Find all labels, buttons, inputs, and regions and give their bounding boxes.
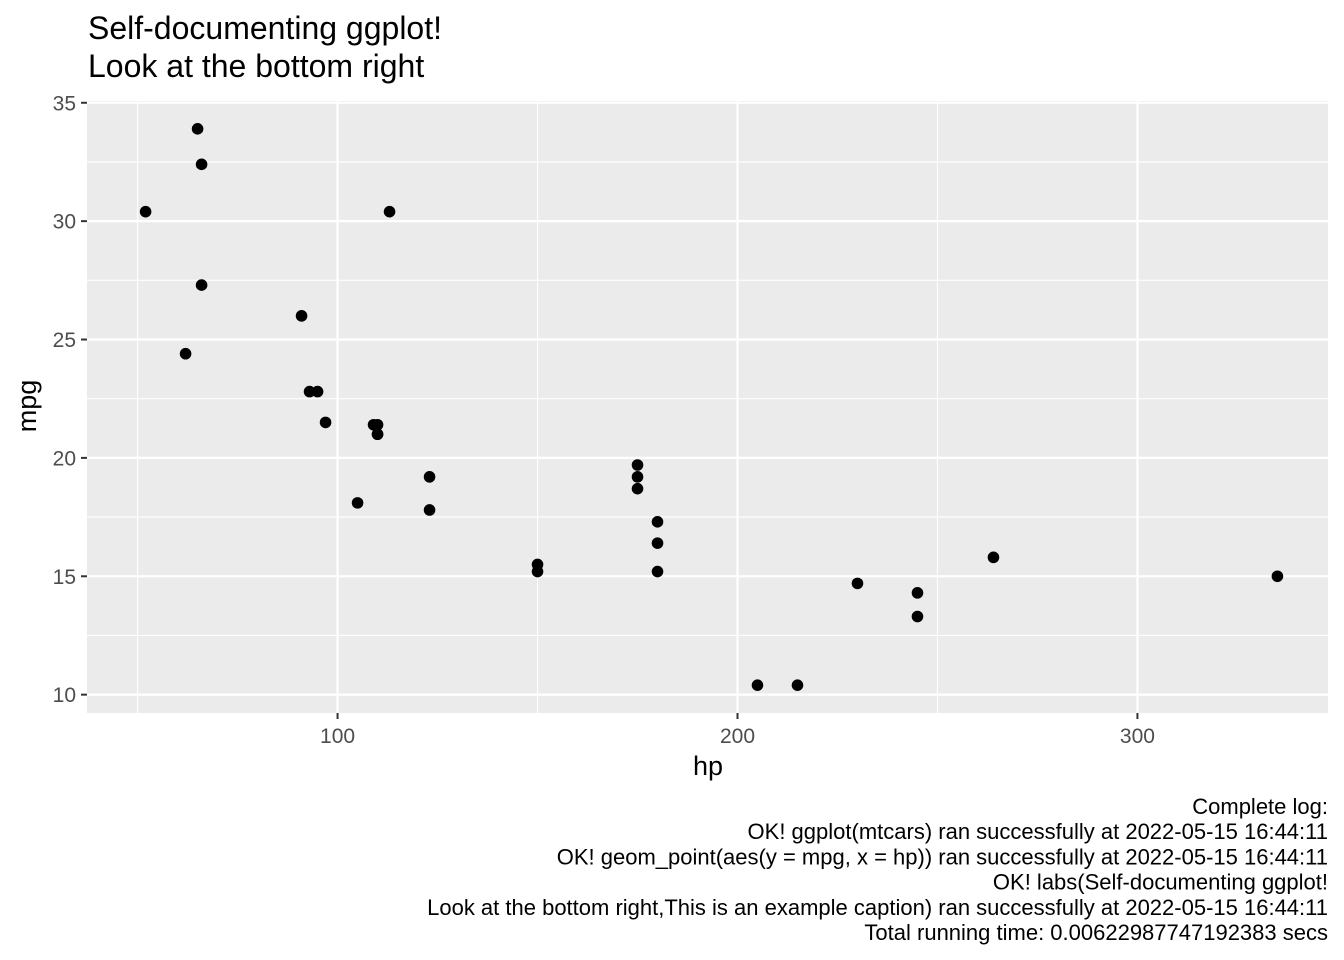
data-point bbox=[195, 158, 208, 171]
caption-line: Total running time: 0.00622987747192383 … bbox=[864, 920, 1328, 945]
data-point bbox=[651, 565, 664, 578]
data-point bbox=[191, 123, 204, 135]
data-point bbox=[351, 497, 364, 509]
y-tick-label: 15 bbox=[53, 566, 76, 589]
data-point bbox=[631, 459, 644, 471]
data-point bbox=[367, 418, 380, 431]
data-point bbox=[383, 205, 396, 218]
data-point bbox=[851, 577, 864, 590]
data-point bbox=[319, 416, 332, 429]
caption-line: OK! ggplot(mtcars) ran successfully at 2… bbox=[748, 819, 1328, 844]
data-point bbox=[195, 279, 208, 291]
data-point bbox=[295, 310, 308, 322]
caption-line: OK! labs(Self-documenting ggplot! bbox=[993, 870, 1328, 895]
data-point bbox=[911, 610, 924, 623]
y-axis-title: mpg bbox=[12, 380, 42, 433]
data-point bbox=[631, 482, 644, 495]
caption-line: OK! geom_point(aes(y = mpg, x = hp)) ran… bbox=[557, 844, 1328, 869]
data-point bbox=[631, 471, 644, 483]
data-point bbox=[911, 587, 924, 599]
data-point bbox=[651, 516, 664, 528]
x-tick-label: 100 bbox=[320, 725, 355, 748]
x-tick-label: 200 bbox=[720, 725, 755, 748]
data-point bbox=[987, 551, 1000, 564]
data-point bbox=[311, 385, 324, 398]
y-tick-label: 35 bbox=[53, 92, 76, 115]
plot-panel bbox=[87, 101, 1328, 713]
data-point bbox=[531, 565, 544, 578]
x-axis-title: hp bbox=[693, 751, 723, 781]
data-point bbox=[179, 347, 192, 360]
data-point bbox=[651, 537, 664, 549]
data-point bbox=[751, 679, 764, 691]
caption-line: Complete log: bbox=[1192, 794, 1328, 819]
y-tick-label: 20 bbox=[53, 447, 76, 470]
caption-line: Look at the bottom right,This is an exam… bbox=[427, 895, 1328, 920]
data-point bbox=[139, 205, 152, 218]
y-tick-label: 10 bbox=[53, 684, 76, 707]
data-point bbox=[423, 504, 436, 516]
data-point bbox=[303, 385, 316, 398]
y-tick-label: 25 bbox=[53, 329, 76, 352]
data-point bbox=[371, 428, 384, 441]
y-tick-label: 30 bbox=[53, 211, 76, 234]
chart-subtitle: Look at the bottom right bbox=[88, 48, 424, 84]
data-point bbox=[423, 471, 436, 483]
x-tick-label: 300 bbox=[1120, 725, 1155, 748]
chart-title: Self-documenting ggplot! bbox=[88, 10, 442, 46]
data-point bbox=[1271, 570, 1284, 583]
data-point bbox=[791, 679, 804, 691]
